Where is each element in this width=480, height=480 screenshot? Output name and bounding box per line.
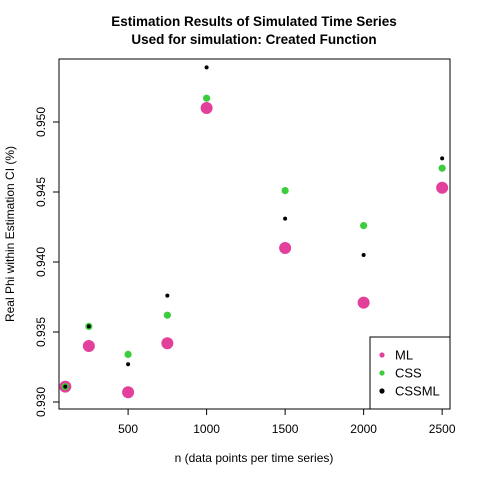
x-tick-label: 500 (118, 422, 138, 436)
y-axis: 0.930 0.935 0.940 0.945 0.950 (34, 107, 59, 417)
point-css (203, 94, 211, 102)
point-cssml (283, 216, 288, 221)
legend-label-cssml: CSSML (395, 384, 440, 399)
point-ml (436, 181, 449, 194)
point-cssml (440, 156, 445, 161)
point-css (124, 350, 132, 358)
point-cssml (165, 293, 170, 298)
point-cssml (361, 253, 366, 257)
legend-marker-cssml (379, 388, 385, 394)
y-tick-label: 0.940 (34, 247, 48, 277)
point-cssml (63, 384, 68, 389)
legend-marker-ml (379, 352, 385, 358)
series-cssml (63, 65, 445, 389)
point-ml (200, 102, 213, 114)
point-ml (161, 337, 174, 350)
chart-title: Estimation Results of Simulated Time Ser… (111, 14, 397, 29)
x-axis: 500 1000 1500 2000 2500 (118, 409, 456, 436)
point-ml (357, 296, 370, 309)
plot-area (58, 58, 451, 410)
series-ml (59, 102, 449, 399)
x-axis-label: n (data points per time series) (175, 451, 334, 465)
point-ml (82, 340, 95, 352)
point-cssml (126, 362, 131, 367)
point-cssml (86, 324, 91, 329)
legend-label-ml: ML (395, 348, 413, 363)
x-tick-label: 2000 (350, 422, 377, 436)
point-css (438, 164, 446, 172)
point-css (281, 187, 289, 195)
point-css (163, 311, 171, 319)
chart-subtitle: Used for simulation: Created Function (131, 32, 376, 47)
point-cssml (204, 65, 209, 70)
point-ml (279, 242, 292, 254)
point-css (360, 222, 368, 230)
y-tick-label: 0.930 (34, 387, 48, 417)
legend-marker-css (379, 370, 385, 376)
data-points (59, 65, 449, 399)
y-tick-label: 0.950 (34, 107, 48, 137)
x-tick-label: 2500 (429, 422, 456, 436)
point-ml (122, 386, 135, 399)
legend: ML CSS CSSML (369, 336, 451, 410)
series-css (61, 94, 446, 391)
x-tick-label: 1500 (272, 422, 299, 436)
x-tick-label: 1000 (193, 422, 220, 436)
legend-label-css: CSS (395, 366, 422, 381)
y-tick-label: 0.945 (34, 177, 48, 207)
y-tick-label: 0.935 (34, 317, 48, 347)
y-axis-label: Real Phi within Estimation CI (%) (3, 146, 17, 322)
